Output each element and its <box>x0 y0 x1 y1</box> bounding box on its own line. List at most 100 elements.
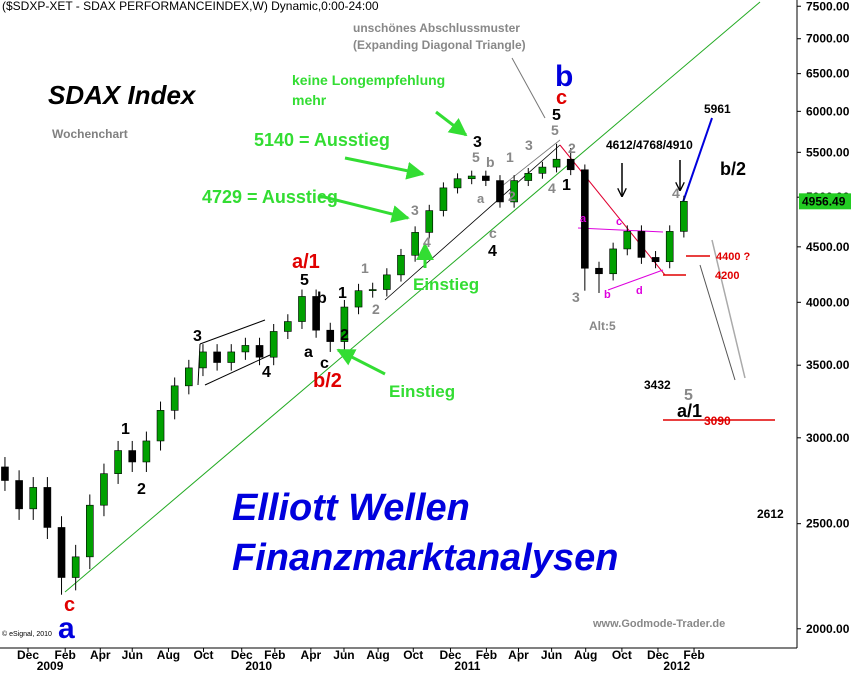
x-tick-label: Jun <box>333 648 354 662</box>
annotation: 2612 <box>757 507 784 521</box>
candle-body <box>227 351 236 363</box>
candle-body <box>284 321 292 332</box>
annotation: 5 <box>552 107 561 124</box>
candle-body <box>581 169 589 269</box>
annotation: a <box>477 191 485 206</box>
candle-body <box>496 180 504 203</box>
candle-body <box>213 351 221 363</box>
x-tick-label: Apr <box>508 648 529 662</box>
x-tick-label: Dec <box>231 648 253 662</box>
annotation: 1 <box>506 149 514 165</box>
candle-body <box>680 201 688 232</box>
annotation: 2 <box>568 140 576 156</box>
candle-body <box>425 210 434 233</box>
x-year-label: 2011 <box>454 659 480 673</box>
candle-body <box>170 385 179 411</box>
y-tick-label: 7000.00 <box>806 32 850 46</box>
annotation: c <box>320 355 329 372</box>
candle-body <box>241 345 250 353</box>
annotation: 1 <box>562 177 571 194</box>
y-tick-label: 7500.00 <box>806 0 850 13</box>
annotation: a/1 <box>677 401 702 421</box>
annotation: b <box>317 290 327 307</box>
y-tick-label: 5500.00 <box>806 145 850 159</box>
candle-body <box>29 487 38 510</box>
annotation: 4 <box>488 243 497 260</box>
candle-body <box>651 257 660 263</box>
annotation: 2 <box>340 327 349 344</box>
y-tick-label: 3000.00 <box>806 431 850 445</box>
annotation: Alt:5 <box>589 319 616 333</box>
annotation: c <box>489 225 497 241</box>
candle-body <box>453 178 462 189</box>
annotation: 3 <box>411 202 419 218</box>
x-tick-label: Dec <box>439 648 461 662</box>
annotation: 5 <box>551 122 559 138</box>
candle-body <box>43 487 52 528</box>
x-tick-label: Feb <box>55 648 76 662</box>
annotation: b/2 <box>720 159 746 179</box>
candle-body <box>156 410 165 442</box>
chart-subtitle: Wochenchart <box>52 127 128 141</box>
candle-body <box>340 306 349 342</box>
candle-body <box>467 175 476 180</box>
annotation: c <box>64 594 75 616</box>
x-tick-label: Aug <box>366 648 389 662</box>
annotation: 2 <box>508 188 516 204</box>
annotation: 4729 = Ausstieg <box>202 187 338 207</box>
annotation: 3432 <box>644 378 671 392</box>
y-tick-label: 4000.00 <box>806 295 850 309</box>
candle-body <box>411 232 419 256</box>
last-price-label: 4956.49 <box>802 194 846 208</box>
x-tick-label: Aug <box>157 648 180 662</box>
annotation: Einstieg <box>389 382 455 401</box>
annotation: 5 <box>300 272 309 289</box>
candle-body <box>665 231 674 263</box>
annotation: www.Godmode-Trader.de <box>592 618 725 630</box>
x-tick-label: Oct <box>403 648 423 662</box>
annotation: 4 <box>262 364 271 381</box>
candle-body <box>439 187 448 211</box>
candle-body <box>57 527 66 578</box>
annotation: Elliott Wellen <box>232 487 470 529</box>
chart-header: ($SDXP-XET - SDAX PERFORMANCEINDEX,W) Dy… <box>2 0 379 13</box>
y-tick-label: 2000.00 <box>806 622 850 636</box>
candle-body <box>128 450 137 463</box>
annotation: 2 <box>372 301 380 317</box>
x-year-label: 2010 <box>245 659 272 673</box>
annotation: c <box>616 216 622 228</box>
annotation: 4 <box>423 234 431 250</box>
annotation: 3 <box>193 328 202 345</box>
annotation: 2 <box>137 481 146 498</box>
x-tick-label: Aug <box>574 648 597 662</box>
candle-body <box>326 329 335 342</box>
annotation: mehr <box>292 92 327 108</box>
candle-body <box>510 180 518 203</box>
annotation: 5 <box>472 149 480 165</box>
annotation: 4 <box>548 180 556 196</box>
x-year-label: 2012 <box>663 659 690 673</box>
candle-body <box>566 158 575 171</box>
annotation: a <box>580 213 587 225</box>
chart-title: SDAX Index <box>48 80 197 110</box>
y-tick-label: 3500.00 <box>806 358 850 372</box>
x-tick-label: Jun <box>122 648 143 662</box>
x-tick-label: Apr <box>90 648 111 662</box>
candle-body <box>15 480 23 510</box>
candle-body <box>524 173 533 181</box>
annotation: b/2 <box>313 370 342 392</box>
annotation: 3 <box>572 289 580 305</box>
annotation: c <box>556 87 567 109</box>
annotation: 5 <box>684 387 693 404</box>
last-price-box <box>799 193 851 210</box>
candle-body <box>199 351 207 369</box>
annotation: b <box>486 154 495 170</box>
annotation: (Expanding Diagonal Triangle) <box>353 38 526 52</box>
candle-body <box>552 158 561 168</box>
annotation: a/1 <box>292 251 320 273</box>
annotation: © eSignal, 2010 <box>2 630 52 638</box>
candle-body <box>298 296 306 322</box>
x-tick-label: Dec <box>17 648 39 662</box>
candle-body <box>368 289 377 291</box>
